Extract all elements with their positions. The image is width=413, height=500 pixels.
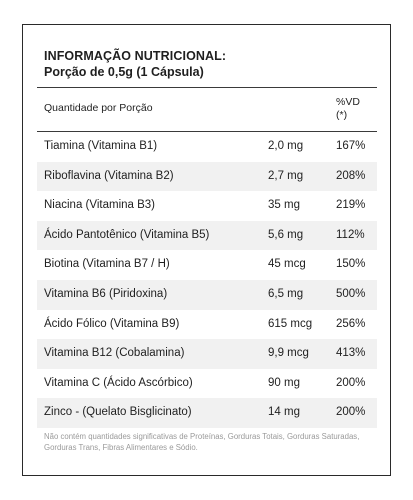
nutrient-vd: 200%	[336, 376, 366, 389]
header-quantity: Quantidade por Porção	[44, 102, 153, 114]
table-row: Ácido Fólico (Vitamina B9) 615 mcg 256%	[37, 310, 377, 340]
nutrient-name: Tiamina (Vitamina B1)	[44, 140, 158, 152]
nutrient-vd: 200%	[336, 406, 366, 419]
nutrient-name: Ácido Fólico (Vitamina B9)	[44, 317, 180, 330]
nutrient-vd: 219%	[336, 199, 366, 212]
table-row: Riboflavina (Vitamina B2) 2,7 mg 208%	[37, 161, 377, 192]
nutrient-vd: 167%	[336, 140, 366, 152]
nutrient-quantity: 615 mcg	[268, 317, 313, 330]
table-row: Vitamina B12 (Cobalamina) 9,9 mcg 413%	[37, 339, 377, 369]
table-row: Vitamina C (Ácido Ascórbico) 90 mg 200%	[37, 369, 377, 399]
table-row: Ácido Pantotênico (Vitamina B5) 5,6 mg 1…	[37, 220, 377, 251]
nutrient-quantity: 35 mg	[268, 199, 300, 212]
nutrient-quantity: 2,0 mg	[268, 140, 304, 152]
nutrient-quantity: 2,7 mg	[268, 169, 304, 182]
divider-top	[37, 87, 377, 88]
nutrient-name: Vitamina C (Ácido Ascórbico)	[44, 376, 193, 389]
nutrient-quantity: 9,9 mcg	[268, 347, 309, 360]
nutrient-quantity: 45 mcg	[268, 258, 306, 271]
nutrition-facts-panel: INFORMAÇÃO NUTRICIONAL: Porção de 0,5g (…	[22, 24, 391, 476]
table-row: Vitamina B6 (Piridoxina) 6,5 mg 500%	[37, 279, 377, 310]
nutrient-name: Zinco - (Quelato Bisglicinato)	[44, 406, 192, 419]
nutrient-name: Riboflavina (Vitamina B2)	[44, 169, 174, 182]
nutrient-name: Ácido Pantotênico (Vitamina B5)	[44, 228, 210, 241]
table-row: Zinco - (Quelato Bisglicinato) 14 mg 200…	[37, 398, 377, 428]
header-vd-label: %VD	[336, 96, 360, 108]
table-row: Biotina (Vitamina B7 / H) 45 mcg 150%	[37, 250, 377, 280]
nutrient-vd: 112%	[336, 228, 365, 241]
header-vd: %VD (*)	[336, 96, 360, 122]
nutrient-vd: 500%	[336, 287, 366, 300]
nutrient-table: Tiamina (Vitamina B1) 2,0 mg 167% Ribofl…	[37, 132, 377, 428]
label-title: INFORMAÇÃO NUTRICIONAL:	[44, 49, 227, 63]
nutrient-quantity: 90 mg	[268, 376, 300, 389]
nutrient-vd: 208%	[336, 169, 366, 182]
nutrient-quantity: 14 mg	[268, 406, 300, 419]
nutrient-name: Niacina (Vitamina B3)	[44, 199, 156, 212]
nutrient-quantity: 5,6 mg	[268, 228, 304, 241]
nutrient-vd: 256%	[336, 317, 366, 330]
nutrient-name: Vitamina B12 (Cobalamina)	[44, 347, 185, 360]
table-row: Tiamina (Vitamina B1) 2,0 mg 167%	[37, 132, 377, 162]
nutrient-name: Biotina (Vitamina B7 / H)	[44, 258, 170, 271]
header-vd-note: (*)	[336, 109, 348, 121]
footnote: Não contém quantidades significativas de…	[44, 432, 360, 452]
nutrient-vd: 150%	[336, 258, 366, 271]
divider-header	[37, 131, 377, 132]
nutrient-vd: 413%	[336, 347, 366, 360]
serving-size: Porção de 0,5g (1 Cápsula)	[44, 65, 204, 79]
table-row: Niacina (Vitamina B3) 35 mg 219%	[37, 191, 377, 221]
nutrient-name: Vitamina B6 (Piridoxina)	[44, 287, 168, 300]
nutrient-quantity: 6,5 mg	[268, 287, 304, 300]
